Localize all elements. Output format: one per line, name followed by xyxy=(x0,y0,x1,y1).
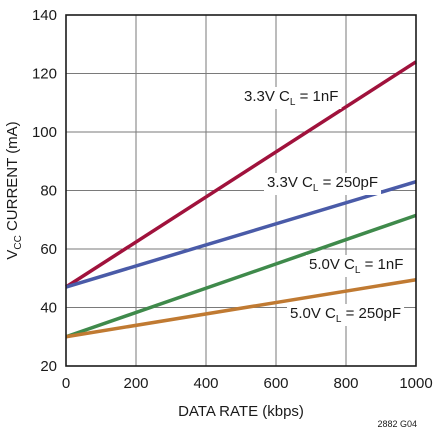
series-line-4 xyxy=(65,277,417,339)
series-label-1: 3.3V CL = 1nF xyxy=(244,88,338,108)
x-tick-label: 200 xyxy=(123,375,148,392)
y-tick-label: 80 xyxy=(40,183,57,200)
series-label-prefix: 5.0V C xyxy=(290,305,336,322)
series-label-background xyxy=(287,304,405,326)
series-label-suffix: = 250pF xyxy=(341,305,401,322)
series-lines xyxy=(65,60,417,339)
series-label-suffix: = 250pF xyxy=(318,174,378,191)
series-label-suffix: = 1nF xyxy=(360,256,403,273)
series-label-suffix: = 1nF xyxy=(295,88,338,105)
series-line-2 xyxy=(65,180,417,289)
y-tick-label: 140 xyxy=(32,7,57,24)
y-tick-label: 120 xyxy=(32,66,57,83)
y-axis-title-prefix: V xyxy=(4,250,21,260)
x-tick-label: 0 xyxy=(62,375,70,392)
series-label-prefix: 5.0V C xyxy=(309,256,355,273)
series-label-background xyxy=(264,173,382,195)
figure-id: 2882 G04 xyxy=(377,419,417,429)
series-label-3: 5.0V CL = 1nF xyxy=(309,256,403,276)
series-line-3 xyxy=(65,213,417,339)
plot-frame xyxy=(65,14,417,367)
series-label-subscript: L xyxy=(290,97,296,108)
x-tick-label: 800 xyxy=(333,375,358,392)
y-axis-title-subscript: CC xyxy=(13,235,24,249)
y-tick-label: 100 xyxy=(32,124,57,141)
series-label-subscript: L xyxy=(313,183,319,194)
series-label-prefix: 3.3V C xyxy=(244,88,290,105)
y-axis-title: VCC CURRENT (mA) xyxy=(4,121,24,259)
y-tick-label: 40 xyxy=(40,300,57,317)
x-tick-label: 1000 xyxy=(399,375,432,392)
y-tick-label: 20 xyxy=(40,358,57,375)
series-label-subscript: L xyxy=(355,265,361,276)
x-tick-label: 600 xyxy=(263,375,288,392)
y-tick-label: 60 xyxy=(40,241,57,258)
series-label-prefix: 3.3V C xyxy=(267,174,313,191)
x-tick-labels: 0 200 400 600 800 1000 xyxy=(62,375,433,392)
series-line-1 xyxy=(65,60,417,289)
x-axis-title: DATA RATE (kbps) xyxy=(178,403,304,420)
series-label-background xyxy=(241,87,342,109)
series-label-4: 5.0V CL = 250pF xyxy=(290,305,401,325)
series-label-background xyxy=(306,255,407,277)
y-axis-title-suffix: CURRENT (mA) xyxy=(4,121,21,235)
series-label-subscript: L xyxy=(336,314,342,325)
y-tick-labels: 20 40 60 80 100 120 140 xyxy=(32,7,57,375)
series-label-2: 3.3V CL = 250pF xyxy=(267,174,378,194)
x-tick-label: 400 xyxy=(193,375,218,392)
